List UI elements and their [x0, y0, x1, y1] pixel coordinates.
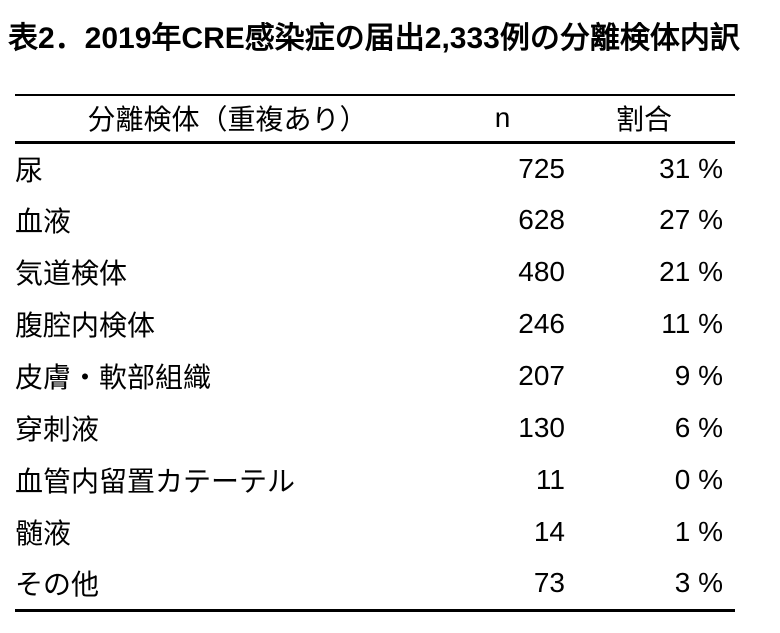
cell-specimen: 気道検体: [15, 258, 128, 289]
cell-n: 480: [518, 256, 565, 287]
table-title: 表2．2019年CRE感染症の届出2,333例の分離検体内訳: [8, 22, 740, 55]
cell-n: 73: [533, 567, 565, 599]
table-row: 気道検体 480 21 %: [15, 246, 735, 298]
cell-specimen: 腹腔内検体: [15, 310, 156, 341]
table-row: 皮膚・軟部組織 207 9 %: [15, 350, 735, 402]
col-header-n: n: [440, 95, 565, 144]
cell-percent: 11 %: [661, 308, 723, 339]
header-row: 分離検体（重複あり） n 割合: [15, 95, 735, 144]
cell-n: 725: [518, 152, 565, 184]
cell-specimen: 皮膚・軟部組織: [15, 362, 212, 393]
table-row: 腹腔内検体 246 11 %: [15, 298, 735, 350]
cell-specimen: その他: [15, 569, 100, 601]
cell-percent: 1 %: [674, 516, 723, 547]
cell-n: 14: [533, 516, 565, 547]
cell-percent: 3 %: [674, 567, 723, 599]
cell-specimen: 穿刺液: [15, 414, 100, 445]
cell-specimen: 尿: [15, 154, 44, 186]
col-header-specimen: 分離検体（重複あり）: [15, 95, 440, 144]
table-row: 穿刺液 130 6 %: [15, 402, 735, 454]
cell-specimen: 髄液: [15, 518, 72, 549]
cell-percent: 9 %: [674, 360, 723, 391]
cell-n: 130: [518, 412, 565, 443]
cell-n: 11: [535, 464, 565, 495]
col-header-ratio: 割合: [565, 95, 735, 144]
cell-n: 246: [518, 308, 565, 339]
cell-specimen: 血管内留置カテーテル: [15, 466, 296, 497]
table-row: 髄液 14 1 %: [15, 506, 735, 558]
cell-percent: 31 %: [659, 152, 723, 184]
cell-n: 207: [518, 360, 565, 391]
table-row: 血液 628 27 %: [15, 194, 735, 246]
specimen-breakdown-table: 分離検体（重複あり） n 割合 尿 725 31 % 血液 628 27 % 気…: [15, 94, 735, 612]
cell-n: 628: [518, 204, 565, 235]
cell-percent: 27 %: [659, 204, 723, 235]
cell-percent: 21 %: [659, 256, 723, 287]
table-row: 血管内留置カテーテル 11 0 %: [15, 454, 735, 506]
table-row: その他 73 3 %: [15, 558, 735, 610]
cell-specimen: 血液: [15, 206, 72, 237]
table-row: 尿 725 31 %: [15, 142, 735, 194]
cell-percent: 0 %: [674, 464, 723, 495]
cell-percent: 6 %: [674, 412, 723, 443]
